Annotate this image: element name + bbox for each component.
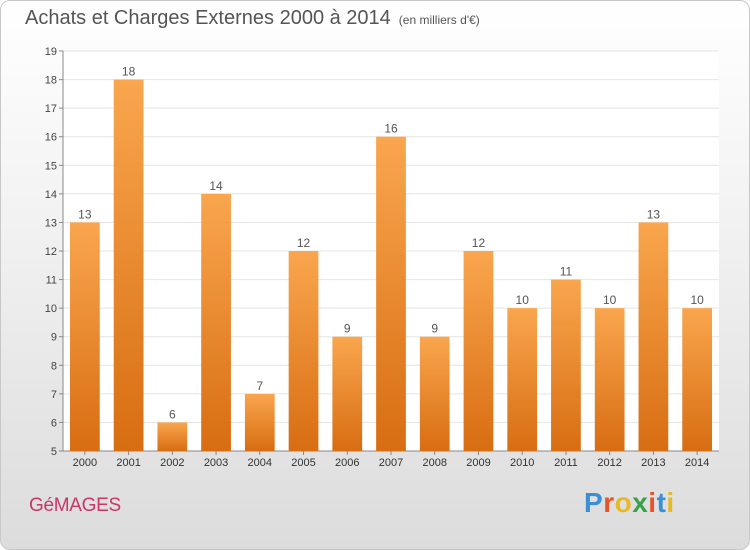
x-tick-label: 2003 [204,457,228,469]
bar-value-label: 18 [122,65,136,79]
bar [157,422,188,451]
bar-value-label: 10 [690,293,704,307]
bar-value-label: 7 [256,379,263,393]
bar [288,251,319,451]
bar [113,79,144,452]
bar-value-label: 9 [344,322,351,336]
bar [682,308,713,451]
bar-value-label: 9 [431,322,438,336]
x-tick-label: 2002 [160,457,184,469]
x-tick-label: 2001 [116,457,140,469]
logo-letter: i [648,487,657,518]
y-tick-label: 14 [45,189,57,201]
y-tick-label: 18 [45,75,57,87]
y-tick-label: 6 [51,417,57,429]
bar-value-label: 6 [169,407,176,421]
chart-title-main: Achats et Charges Externes 2000 à 2014 [25,7,391,29]
bar-value-label: 11 [560,265,573,279]
logo-letter: P [584,487,604,518]
x-tick-label: 2012 [597,457,621,469]
bar [244,393,275,451]
chart-title: Achats et Charges Externes 2000 à 2014 (e… [25,7,480,30]
y-tick-label: 12 [45,246,57,258]
bar [551,279,581,451]
y-tick-label: 17 [45,103,57,115]
bar-value-label: 13 [647,207,661,221]
bar-value-label: 12 [472,236,486,250]
bar [507,308,538,451]
y-tick-label: 16 [45,132,57,144]
bar-value-label: 10 [603,293,617,307]
y-tick-label: 5 [51,446,57,458]
logo-letter: i [666,487,675,518]
x-tick-label: 2000 [73,457,97,469]
x-tick-label: 2014 [685,457,709,469]
y-tick-label: 13 [45,217,57,229]
y-tick-label: 7 [51,389,57,401]
x-tick-label: 2006 [335,457,359,469]
y-tick-label: 11 [46,275,57,287]
y-tick-label: 19 [45,46,57,58]
x-tick-label: 2008 [422,457,446,469]
y-tick-label: 9 [51,332,57,344]
x-tick-label: 2007 [379,457,403,469]
y-tick-label: 10 [45,303,57,315]
proxiti-logo[interactable]: Proxiti [584,487,675,519]
y-tick-label: 15 [45,160,57,172]
bar-value-label: 12 [297,236,311,250]
bar [201,193,231,451]
logo-letter: o [614,487,633,518]
bar-value-label: 13 [78,207,92,221]
y-tick-label: 8 [51,360,57,372]
logo-letter: r [603,487,615,518]
bar [376,136,406,451]
x-tick-label: 2010 [510,457,534,469]
x-tick-label: 2004 [248,457,272,469]
bar [332,336,363,451]
bar-value-label: 14 [209,179,223,193]
logo-letter: t [656,487,667,518]
logo-letter: x [632,487,649,518]
bar-value-label: 16 [384,122,398,136]
chart-title-unit: (en milliers d'€) [398,13,480,27]
commune-name: GéMAGES [29,495,121,516]
bar [594,308,625,451]
bar [69,222,100,451]
bar [638,222,669,451]
bar [419,336,450,451]
bar-value-label: 10 [516,293,530,307]
x-tick-label: 2011 [554,457,578,469]
x-tick-label: 2013 [641,457,665,469]
x-tick-label: 2009 [466,457,490,469]
x-tick-label: 2005 [291,457,315,469]
bar [463,251,494,451]
